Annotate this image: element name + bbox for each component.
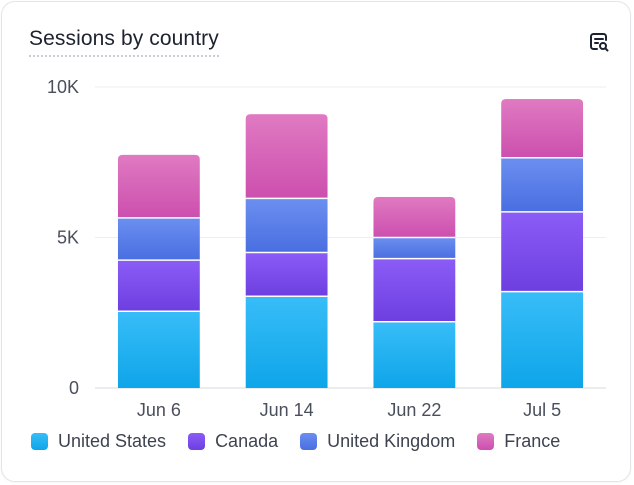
- legend-label: France: [504, 431, 561, 451]
- insights-button[interactable]: [585, 28, 613, 56]
- legend-swatch: [300, 433, 318, 450]
- bar-segment-france: [373, 196, 456, 238]
- bar-segment-united-states: [245, 296, 328, 388]
- bar-segment-united-kingdom: [117, 217, 200, 261]
- bar-segment-france: [501, 99, 584, 158]
- legend-label: United Kingdom: [327, 431, 456, 451]
- legend-swatch: [31, 433, 48, 450]
- legend-label: United States: [58, 431, 167, 451]
- bar-segment-canada: [117, 260, 200, 312]
- card-title: Sessions by country: [29, 26, 219, 57]
- bar-stack: [501, 99, 584, 388]
- x-tick-label: Jun 22: [387, 400, 441, 420]
- x-tick-label: Jun 6: [137, 400, 181, 420]
- legend-item[interactable]: Canada: [188, 431, 278, 452]
- y-tick-label: 0: [69, 378, 79, 398]
- x-tick-label: Jul 5: [523, 400, 561, 420]
- y-tick-label: 5K: [57, 228, 79, 248]
- bar-segment-canada: [501, 211, 584, 292]
- legend-item[interactable]: United Kingdom: [300, 431, 455, 452]
- bar-segment-united-kingdom: [245, 198, 328, 253]
- bar-segment-france: [117, 154, 200, 218]
- bar-stack: [245, 114, 328, 388]
- bar-segment-united-states: [117, 311, 200, 388]
- chart-legend: United States Canada United Kingdom France: [31, 431, 582, 452]
- bar-segment-united-states: [501, 291, 584, 388]
- bar-segment-france: [245, 114, 328, 199]
- legend-item[interactable]: France: [477, 431, 560, 452]
- bar-segment-canada: [373, 258, 456, 322]
- bar-stack: [117, 154, 200, 388]
- legend-item[interactable]: United States: [31, 431, 166, 452]
- legend-swatch: [188, 433, 206, 450]
- legend-label: Canada: [215, 431, 279, 451]
- legend-swatch: [477, 433, 495, 450]
- bar-segment-united-states: [373, 321, 456, 388]
- x-tick-label: Jun 14: [260, 400, 314, 420]
- bar-segment-united-kingdom: [501, 157, 584, 212]
- search-insight-icon: [590, 33, 609, 52]
- bar-stack: [373, 196, 456, 388]
- y-tick-label: 10K: [47, 77, 79, 97]
- bar-segment-united-kingdom: [373, 237, 456, 259]
- bar-segment-canada: [245, 252, 328, 297]
